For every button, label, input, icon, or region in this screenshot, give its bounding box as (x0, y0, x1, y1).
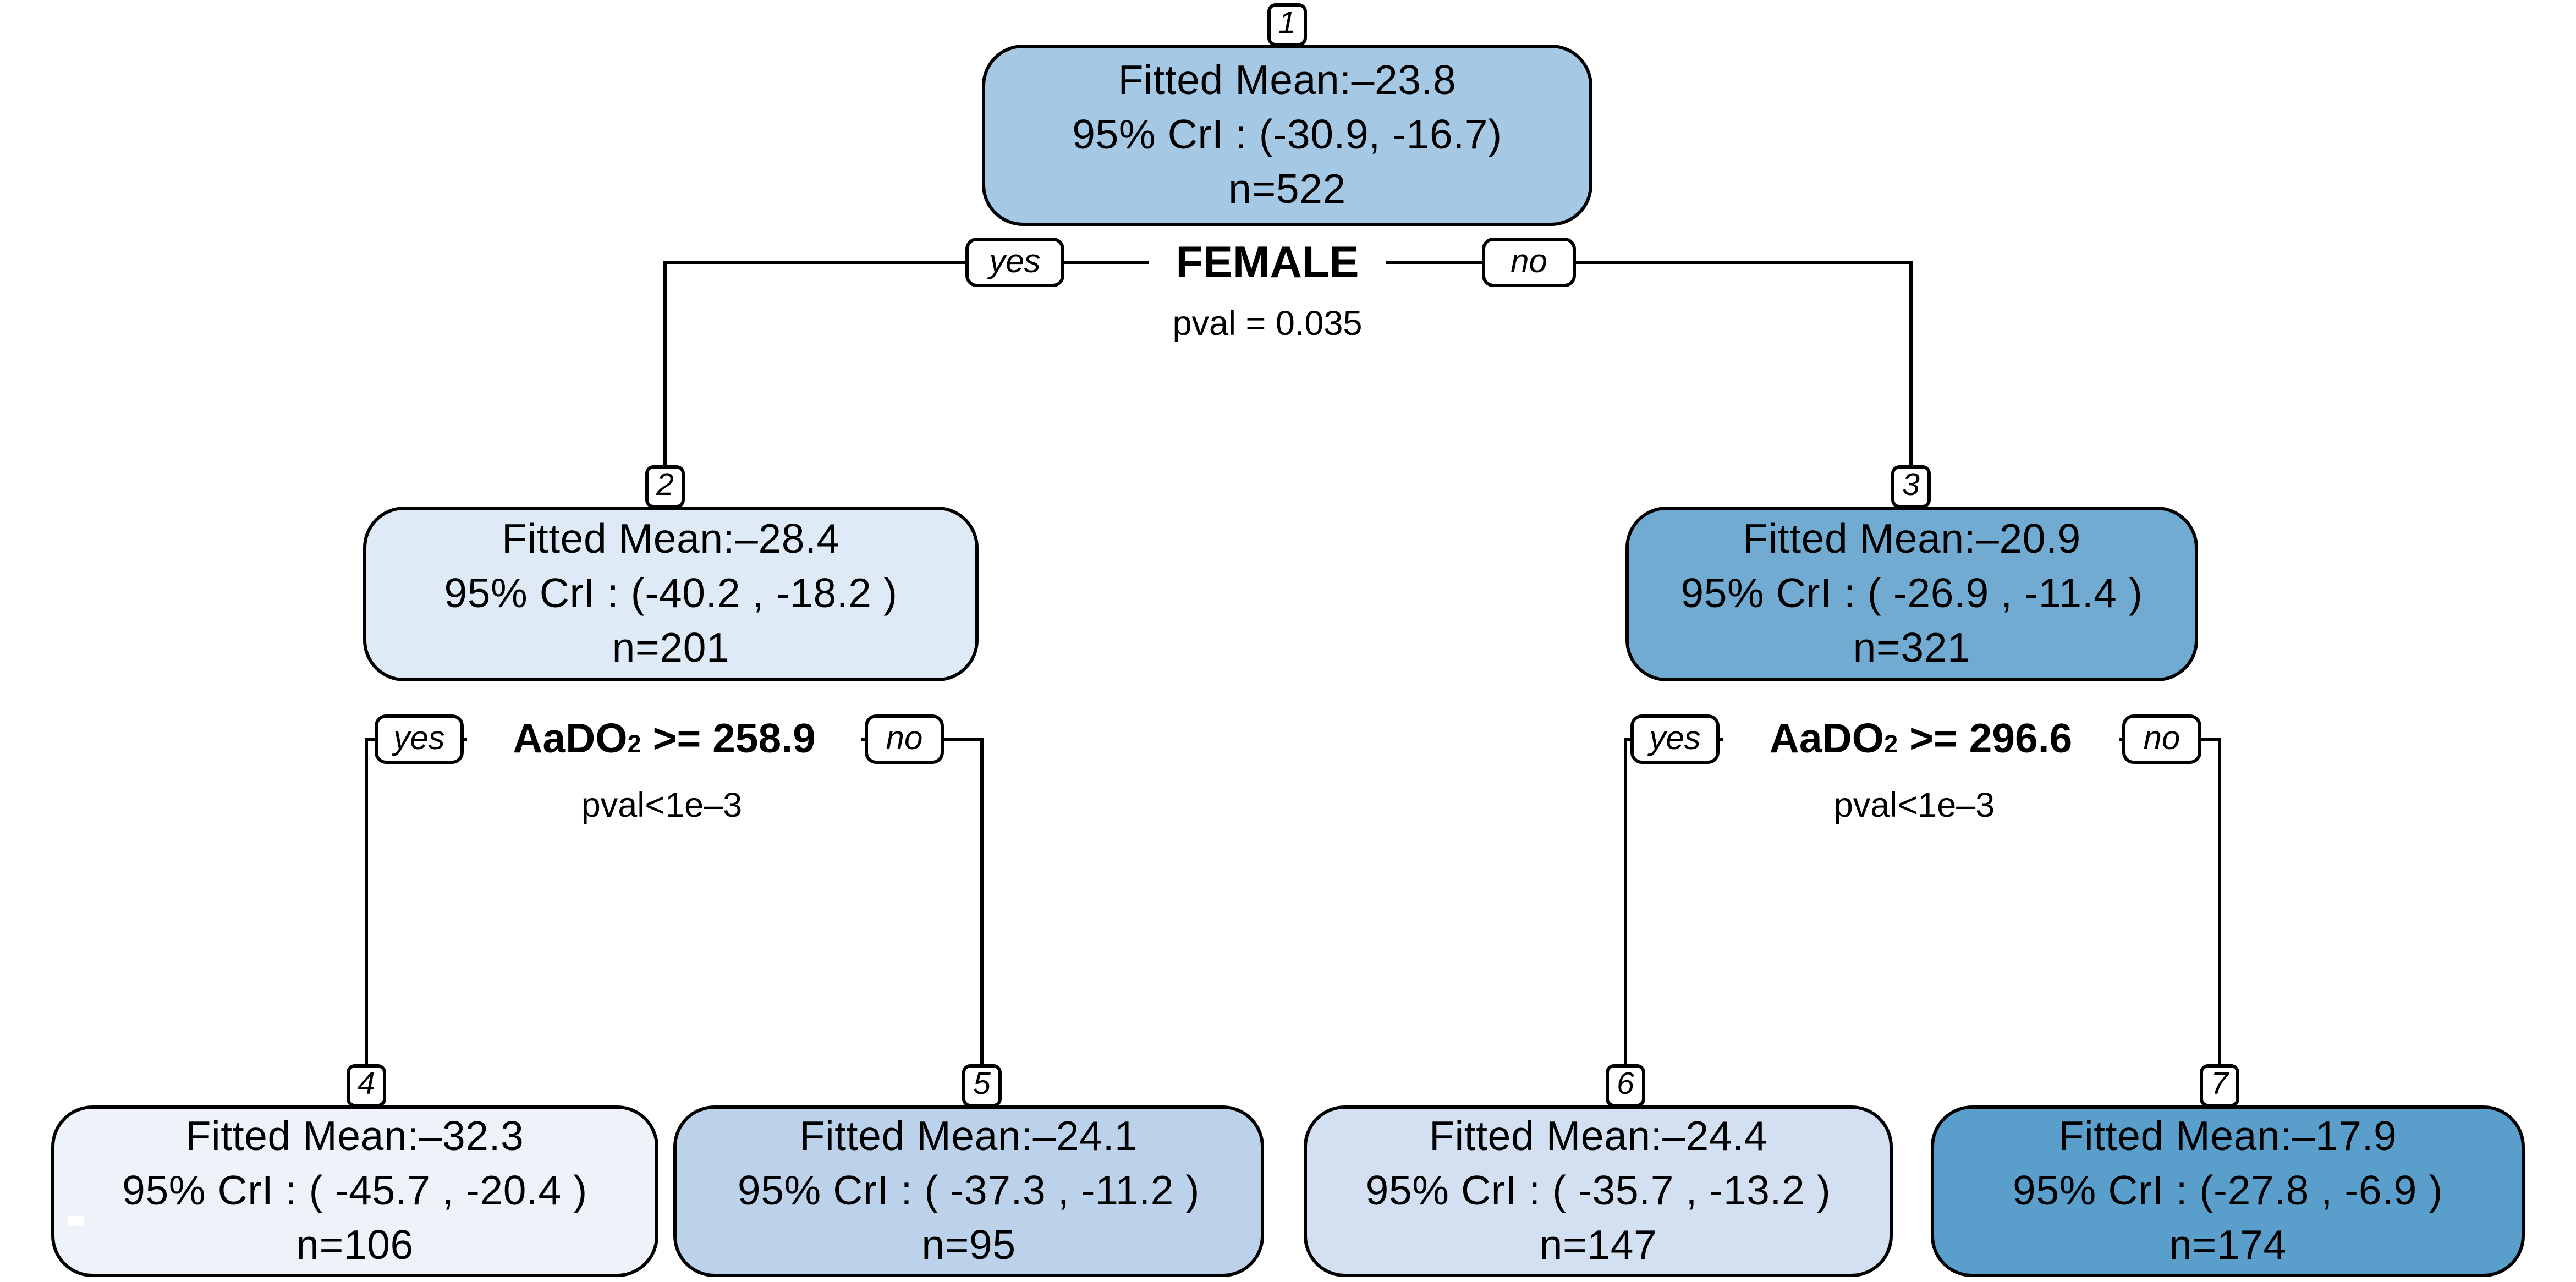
node-4-number: 4 (358, 1068, 375, 1102)
right-split-variable: AaDO 2 >= 296.6 (1723, 714, 2119, 764)
white-artifact (68, 1216, 84, 1226)
node-7-sample-size: n=174 (2169, 1222, 2287, 1268)
node-6-sample-size: n=147 (1539, 1222, 1657, 1268)
node-2-fitted-mean: Fitted Mean:–28.4 (502, 515, 840, 562)
node-2: Fitted Mean:–28.4 95% CrI : (-40.2 , -18… (363, 507, 979, 681)
node-2-credible-interval: 95% CrI : (-40.2 , -18.2 ) (444, 570, 898, 617)
right-split-yes-label: yes (1649, 720, 1701, 757)
node-1-number: 1 (1278, 7, 1296, 41)
left-split-yes-badge: yes (375, 714, 464, 764)
node-3-sample-size: n=321 (1853, 624, 1971, 671)
node-3: Fitted Mean:–20.9 95% CrI : ( -26.9 , -1… (1625, 507, 2198, 681)
root-split-yes-badge: yes (965, 238, 1064, 287)
right-split-no-label: no (2143, 720, 2180, 757)
node-7-credible-interval: 95% CrI : (-27.8 , -6.9 ) (2013, 1167, 2443, 1214)
node-5-number: 5 (973, 1068, 991, 1102)
node-6-number-badge: 6 (1606, 1064, 1645, 1107)
branch-vline-to-node-5 (980, 738, 984, 1107)
node-4-sample-size: n=106 (296, 1222, 414, 1268)
node-1-sample-size: n=522 (1228, 166, 1346, 212)
node-5-fitted-mean: Fitted Mean:–24.1 (799, 1113, 1138, 1159)
branch-vline-to-node-2 (663, 261, 667, 508)
node-2-sample-size: n=201 (612, 624, 730, 671)
right-split-variable-base: AaDO (1769, 715, 1885, 762)
node-7: Fitted Mean:–17.9 95% CrI : (-27.8 , -6.… (1931, 1105, 2525, 1277)
right-split-pvalue: pval<1e–3 (1833, 787, 1995, 825)
node-1-fitted-mean: Fitted Mean:–23.8 (1118, 57, 1457, 103)
node-6-credible-interval: 95% CrI : ( -35.7 , -13.2 ) (1365, 1167, 1831, 1214)
node-7-number-badge: 7 (2200, 1064, 2239, 1107)
node-1-number-badge: 1 (1267, 3, 1307, 46)
branch-vline-to-node-6 (1624, 738, 1627, 1107)
node-5-number-badge: 5 (962, 1064, 1002, 1107)
root-split-no-label: no (1511, 243, 1547, 280)
node-4-fitted-mean: Fitted Mean:–32.3 (185, 1113, 524, 1159)
node-6: Fitted Mean:–24.4 95% CrI : ( -35.7 , -1… (1304, 1105, 1893, 1277)
left-split-variable-base: AaDO (513, 715, 628, 762)
root-split-variable-text: FEMALE (1176, 236, 1359, 287)
node-2-number: 2 (656, 469, 674, 503)
node-5: Fitted Mean:–24.1 95% CrI : ( -37.3 , -1… (673, 1105, 1264, 1277)
node-5-credible-interval: 95% CrI : ( -37.3 , -11.2 ) (737, 1167, 1200, 1214)
right-split-yes-badge: yes (1630, 714, 1720, 764)
node-4-number-badge: 4 (347, 1064, 386, 1107)
node-1-credible-interval: 95% CrI : (-30.9, -16.7) (1072, 111, 1502, 158)
node-3-fitted-mean: Fitted Mean:–20.9 (1743, 515, 2081, 562)
node-6-fitted-mean: Fitted Mean:–24.4 (1429, 1113, 1767, 1159)
root-split-variable: FEMALE (1149, 236, 1386, 287)
left-split-condition: >= 258.9 (652, 715, 816, 762)
node-3-number: 3 (1902, 469, 1920, 503)
root-split-yes-label: yes (989, 243, 1041, 280)
left-split-no-label: no (886, 720, 923, 757)
node-3-number-badge: 3 (1891, 465, 1931, 508)
node-6-number: 6 (1617, 1068, 1634, 1102)
root-split-no-badge: no (1482, 238, 1576, 287)
node-7-number: 7 (2211, 1068, 2228, 1102)
branch-vline-to-node-3 (1909, 261, 1913, 508)
node-2-number-badge: 2 (645, 465, 685, 508)
node-3-credible-interval: 95% CrI : ( -26.9 , -11.4 ) (1680, 570, 2143, 617)
left-split-yes-label: yes (393, 720, 445, 757)
node-5-sample-size: n=95 (921, 1222, 1016, 1268)
node-4: Fitted Mean:–32.3 95% CrI : ( -45.7 , -2… (51, 1105, 658, 1277)
node-4-credible-interval: 95% CrI : ( -45.7 , -20.4 ) (122, 1167, 587, 1214)
node-7-fitted-mean: Fitted Mean:–17.9 (2058, 1113, 2397, 1159)
branch-vline-to-node-7 (2218, 738, 2221, 1107)
root-split-pvalue: pval = 0.035 (1172, 305, 1363, 343)
node-1: Fitted Mean:–23.8 95% CrI : (-30.9, -16.… (982, 45, 1592, 226)
left-split-variable: AaDO 2 >= 258.9 (467, 714, 861, 764)
right-split-condition: >= 296.6 (1909, 715, 2073, 762)
right-split-no-badge: no (2122, 714, 2201, 764)
left-split-pvalue: pval<1e–3 (581, 787, 743, 825)
branch-vline-to-node-4 (365, 738, 368, 1107)
left-split-no-badge: no (865, 714, 944, 764)
